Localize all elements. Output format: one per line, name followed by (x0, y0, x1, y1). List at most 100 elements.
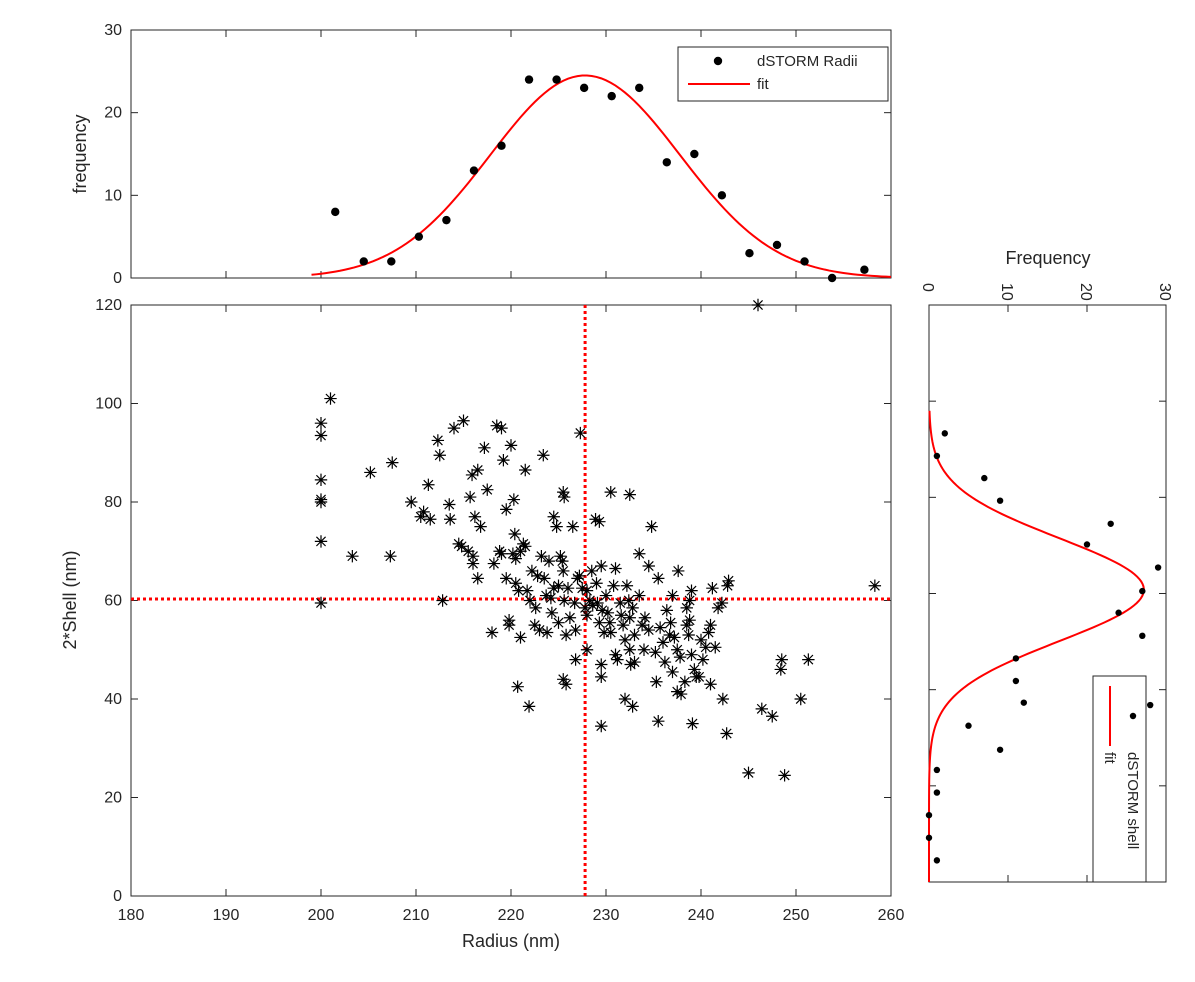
right-histogram-point (1154, 564, 1162, 571)
top-histogram-point (442, 215, 451, 225)
main-x-tick-label: 260 (878, 907, 905, 924)
scatter-point (561, 581, 575, 595)
scatter-point (314, 535, 328, 548)
right-histogram-point (933, 857, 941, 864)
top-histogram-point (552, 75, 561, 84)
scatter-point (522, 700, 536, 713)
right-histogram-point (1083, 541, 1091, 548)
scatter-point (520, 584, 534, 597)
scatter-point (364, 466, 377, 479)
top-histogram-point (690, 149, 699, 159)
scatter-point (586, 599, 599, 612)
scatter-point (314, 596, 328, 610)
scatter-point (593, 515, 606, 528)
right-fit-line (928, 410, 1145, 882)
scatter-point (652, 714, 665, 728)
scatter-point (519, 540, 532, 553)
top-histogram-point (745, 249, 754, 258)
scatter-point (628, 655, 641, 669)
main-x-tick-label: 200 (308, 907, 335, 924)
scatter-point (699, 641, 712, 654)
scatter-point (443, 498, 456, 511)
scatter-point (685, 648, 698, 661)
scatter-point (506, 547, 520, 560)
scatter-point (314, 473, 328, 487)
scatter-point (576, 581, 589, 595)
right-x-tick-label: 10 (998, 283, 1015, 301)
scatter-point (550, 520, 563, 533)
scatter-point (626, 700, 639, 713)
scatter-point (474, 520, 487, 533)
scatter-point (414, 510, 427, 523)
scatter-point (686, 717, 699, 730)
scatter-point (620, 579, 634, 592)
scatter-point (666, 589, 679, 602)
main-y-tick-label: 100 (95, 396, 122, 413)
scatter-point (455, 540, 468, 553)
scatter-point (595, 658, 608, 671)
scatter-point (721, 579, 734, 592)
scatter-point (751, 298, 765, 312)
scatter-point (604, 485, 617, 499)
scatter-point (314, 429, 328, 442)
scatter-point (471, 463, 484, 477)
scatter-point (580, 584, 594, 597)
scatter-point (671, 643, 684, 656)
scatter-point (696, 653, 710, 666)
scatter-point (386, 456, 399, 469)
scatter-point (694, 633, 708, 647)
top-y-tick-label: 0 (113, 270, 122, 287)
main-y-tick-label: 20 (104, 790, 122, 807)
scatter-point (653, 621, 667, 634)
scatter-point (314, 417, 328, 430)
right-histogram-point (933, 452, 941, 460)
right-legend-box (1092, 675, 1147, 883)
main-x-tick-label: 230 (593, 907, 620, 924)
right-histogram-point (1139, 587, 1146, 595)
scatter-point (609, 648, 622, 661)
scatter-point (552, 616, 565, 629)
scatter-point (637, 643, 651, 656)
scatter-point (556, 554, 569, 568)
scatter-point (502, 618, 516, 632)
scatter-point (623, 488, 636, 501)
scatter-point (672, 564, 685, 578)
top-histogram-point (497, 141, 506, 150)
scatter-point (652, 572, 665, 585)
scatter-point (514, 631, 527, 644)
scatter-point (485, 626, 499, 639)
scatter-point (601, 606, 615, 620)
main-scatter-panel: 180 190 200 210 220 230 240 250 260 0 20 40 60 80 100 1… (60, 297, 904, 951)
scatter-point (422, 478, 435, 491)
scatter-point (511, 680, 524, 693)
scatter-point (504, 439, 518, 452)
scatter-point (635, 618, 649, 632)
scatter-point (324, 392, 337, 405)
top-histogram-point (772, 240, 782, 250)
scatter-point (706, 581, 719, 595)
scatter-point (487, 557, 501, 570)
scatter-point (554, 549, 567, 563)
scatter-point (569, 623, 582, 637)
scatter-point (542, 554, 556, 568)
scatter-point (471, 572, 484, 585)
scatter-point (433, 449, 446, 462)
scatter-point (580, 609, 594, 622)
scatter-point (680, 601, 693, 615)
scatter-point (580, 643, 594, 656)
scatter-point (573, 569, 586, 583)
scatter-point (656, 636, 670, 649)
scatter-point (711, 601, 725, 615)
scatter-point (604, 626, 617, 639)
scatter-point (589, 513, 602, 526)
scatter-point (609, 562, 622, 575)
right-histogram-point (933, 766, 941, 774)
scatter-point (682, 628, 695, 642)
scatter-point (417, 505, 430, 519)
top-histogram-point (387, 257, 396, 266)
scatter-point (597, 626, 611, 639)
main-scatter-xlabel: Radius (nm) (462, 931, 560, 951)
top-histogram-ticks: 0 10 20 30 (104, 22, 892, 287)
